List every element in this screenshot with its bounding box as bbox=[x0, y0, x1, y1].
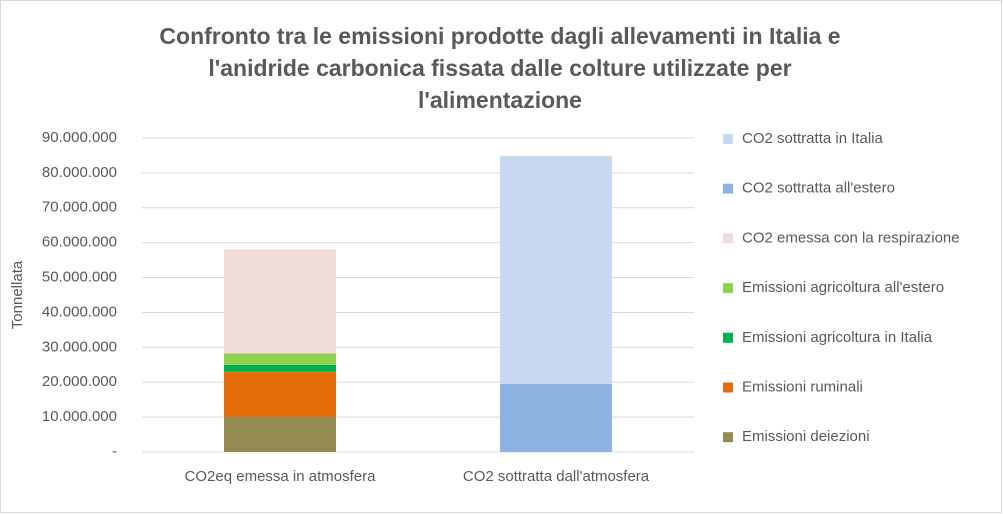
legend-swatch bbox=[723, 134, 733, 144]
y-tick-label: 90.000.000 bbox=[42, 129, 117, 146]
chart-title: l'anidride carbonica fissata dalle coltu… bbox=[208, 55, 791, 81]
y-tick-label: 30.000.000 bbox=[42, 338, 117, 355]
y-tick-label: 20.000.000 bbox=[42, 373, 117, 390]
x-tick-label: CO2eq emessa in atmosfera bbox=[185, 468, 377, 485]
legend-label: CO2 sottratta all'estero bbox=[742, 180, 895, 197]
legend-label: CO2 emessa con la respirazione bbox=[742, 229, 960, 246]
chart-title: Confronto tra le emissioni prodotte dagl… bbox=[159, 23, 840, 49]
y-axis-label: Tonnellata bbox=[9, 260, 26, 329]
bar-segment bbox=[224, 371, 336, 418]
chart-title: l'alimentazione bbox=[418, 87, 582, 113]
y-tick-label: 80.000.000 bbox=[42, 164, 117, 181]
bar-segment bbox=[500, 156, 612, 384]
bar-segment bbox=[500, 383, 612, 452]
legend-swatch bbox=[723, 283, 733, 294]
legend-label: Emissioni deiezioni bbox=[742, 428, 870, 445]
legend-label: Emissioni ruminali bbox=[742, 378, 863, 395]
bar-segment bbox=[224, 249, 336, 354]
legend-swatch bbox=[723, 183, 733, 194]
y-tick-label: 70.000.000 bbox=[42, 199, 117, 216]
y-tick-label: 60.000.000 bbox=[42, 234, 117, 251]
x-tick-label: CO2 sottratta dall'atmosfera bbox=[463, 468, 650, 485]
legend-label: Emissioni agricoltura in Italia bbox=[742, 329, 933, 346]
legend-label: Emissioni agricoltura all'estero bbox=[742, 279, 944, 296]
legend-swatch bbox=[723, 432, 733, 443]
bar-segment bbox=[224, 353, 336, 365]
bar-segment bbox=[224, 417, 336, 452]
y-tick-label: 10.000.000 bbox=[42, 408, 117, 425]
y-tick-label: 40.000.000 bbox=[42, 303, 117, 320]
legend-swatch bbox=[723, 382, 733, 393]
bar-segment bbox=[224, 364, 336, 372]
legend-label: CO2 sottratta in Italia bbox=[742, 130, 884, 147]
y-tick-label: 50.000.000 bbox=[42, 269, 117, 286]
y-tick-label: - bbox=[112, 443, 117, 460]
legend-swatch bbox=[723, 332, 733, 343]
legend-swatch bbox=[723, 233, 733, 244]
